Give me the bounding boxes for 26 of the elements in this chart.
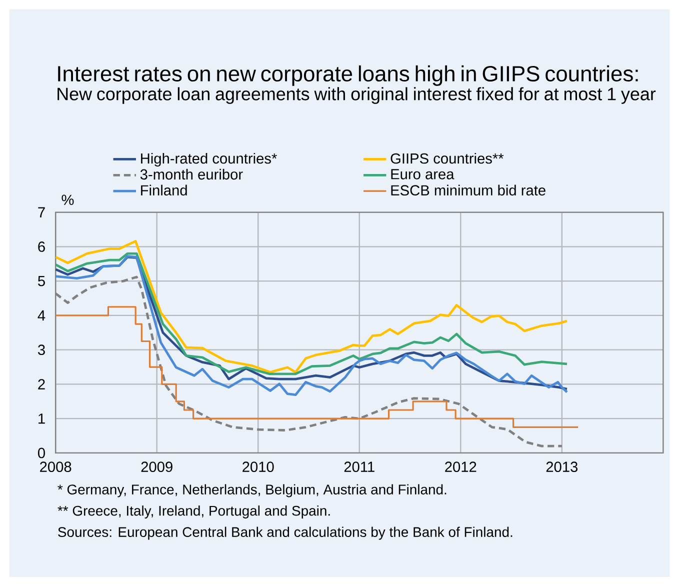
- y-tick-label: 0: [38, 448, 45, 458]
- y-tick-label: 5: [38, 276, 45, 286]
- chart-title: Interest rates on new corporate loans high in GIIPS countries:: [58, 65, 638, 86]
- legend-label: ESCB minimum bid rate: [391, 184, 546, 196]
- source-note: Sources: European Central Bank and calculations by the Bank of Finland.: [58, 526, 512, 540]
- y-tick-label: 1: [38, 413, 45, 424]
- legend-label: GIIPS countries**: [390, 152, 504, 164]
- x-tick-label: 2009: [141, 462, 172, 472]
- x-tick-label: 2010: [242, 462, 274, 472]
- x-tick-label: 2008: [40, 462, 72, 472]
- text: ** Greece, Italy, Ireland, Portugal and Spain.: [58, 505, 330, 518]
- y-axis-title: %: [62, 194, 74, 205]
- y-tick-label: 6: [38, 241, 45, 252]
- legend-label: 3-month euribor: [140, 168, 243, 180]
- legend-label: High-rated countries*: [141, 152, 277, 166]
- chart-subtitle: New corporate loan agreements with original interest fixed for at most 1 year: [58, 87, 656, 104]
- legend-label: Euro area: [391, 168, 454, 180]
- y-tick-label: 7: [38, 207, 45, 218]
- y-tick-label: 4: [38, 310, 46, 320]
- y-tick-label: 3: [38, 344, 45, 355]
- legend-label: Finland: [141, 184, 187, 196]
- x-tick-label: 2011: [344, 462, 374, 472]
- x-tick-label: 2013: [546, 462, 578, 472]
- x-tick-label: 2012: [445, 462, 476, 472]
- y-tick-label: 2: [38, 378, 45, 390]
- text: * Germany, France, Netherlands, Belgium, Austria and Finland.: [58, 484, 446, 498]
